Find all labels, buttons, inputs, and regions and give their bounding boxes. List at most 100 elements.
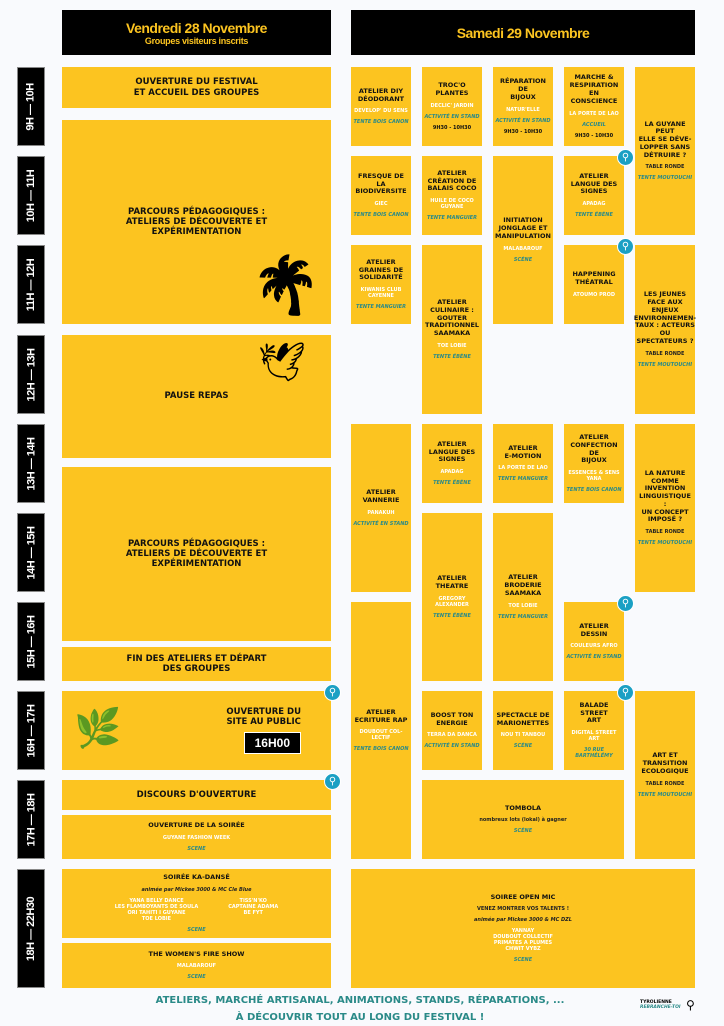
event-title: RÉPARATION DE BIJOUX	[500, 77, 546, 101]
footer-line-2: À DÉCOUVRIR TOUT AU LONG DU FESTIVAL !	[235, 1012, 485, 1023]
time-slot: 9H — 10H	[17, 67, 45, 146]
event-title: ATELIER ECRITURE RAP	[354, 707, 408, 724]
event-organizer: ATOUMO PROD	[572, 291, 616, 298]
event-organizer: MALABAROUF	[503, 245, 543, 252]
event-title: ATELIER BRODERIE SAAMAKA	[504, 573, 542, 597]
event-block[interactable]: PARCOURS PÉDAGOGIQUES : ATELIERS DE DÉCO…	[62, 120, 331, 324]
event-time: 9H30 - 10H30	[503, 128, 543, 135]
event-organizer: DEVELOP' DU SENS	[354, 108, 408, 115]
event-title: BOOST TON ENERGIE	[430, 710, 474, 727]
event-block[interactable]: OUVERTURE DU FESTIVAL ET ACCUEIL DES GRO…	[62, 67, 331, 108]
event-organizer: HUILE DE COCO GUYANE	[430, 198, 474, 211]
event-organizer: DOUBOUT COL- LECTIF	[359, 729, 403, 742]
event-block[interactable]: ATELIER LANGUE DES SIGNES APADAG TENTE ÉBÈ…	[564, 156, 624, 235]
event-organizer: DIGITAL STREET ART	[571, 730, 617, 743]
event-title: ATELIER CRÉATION DE BALAIS COCO	[427, 168, 477, 193]
event-block[interactable]: ATELIER CONFECTION DE BIJOUX ESSENCES & S…	[564, 424, 624, 503]
event-block[interactable]: ATELIER BRODERIE SAAMAKA TOE LOBIE TENTE M…	[493, 513, 553, 681]
event-block[interactable]: INITIATION JONGLAGE ET MANIPULATION MALAB…	[493, 156, 553, 324]
event-block[interactable]: HAPPENING THÉATRAL ATOUMO PROD	[564, 245, 624, 324]
event-organizer: LA PORTE DE LAO	[498, 465, 548, 472]
event-title: HAPPENING THÉATRAL	[572, 270, 616, 286]
tyrolienne-legend: TYROLIENNE REBRANCHE-TOI ⚲	[640, 998, 695, 1012]
event-title: INITIATION JONGLAGE ET MANIPULATION	[495, 216, 551, 240]
event-block[interactable]: SPECTACLE DE MARIONETTES NOU TI TANBOU SCÈ…	[493, 691, 553, 770]
event-title: TROC'O PLANTES	[435, 81, 469, 97]
event-block[interactable]: RÉPARATION DE BIJOUX NATUR'ELLE ACTIVITÉ E…	[493, 67, 553, 146]
event-block[interactable]: LA GUYANE PEUT ELLE SE DÉVE- LOPPER SANS…	[635, 67, 695, 235]
event-organizer: YANNAY DOUBOUT COLLECTIF PRIMATES A PLUM…	[493, 928, 553, 953]
palm-plant-icon: 🌴	[251, 253, 321, 318]
legend-title: TYROLIENNE	[640, 1000, 672, 1005]
event-block[interactable]: OUVERTURE DE LA SOIRÉE GUYANE FASHION WEE…	[62, 815, 331, 859]
event-block[interactable]: ATELIER GRAINES DE SOLIDARITÉ KIWANIS CLU…	[351, 245, 411, 324]
event-time: 9H30 - 10H30	[574, 132, 614, 139]
zipline-icon: ⚲	[617, 149, 634, 166]
event-organizer: TERRA DA DANCA	[427, 732, 477, 739]
event-title: SPECTACLE DE MARIONETTES	[496, 710, 550, 727]
event-title: TOMBOLA	[504, 803, 542, 812]
event-type: TABLE RONDE	[645, 350, 685, 357]
event-organizer: MALABAROUF	[176, 963, 217, 970]
event-block[interactable]: PAUSE REPAS 🕊	[62, 335, 331, 458]
event-type: nombreux lots (lokal) à gagner	[479, 817, 567, 824]
event-block[interactable]: BOOST TON ENERGIE TERRA DA DANCA ACTIVITÉ …	[422, 691, 482, 770]
event-title: PAUSE REPAS	[164, 391, 229, 402]
event-block[interactable]: BALADE STREET ART DIGITAL STREET ART 30 RU…	[564, 691, 624, 770]
event-block[interactable]: SOIREE OPEN MIC VENEZ MONTRER VOS TALENTS…	[351, 869, 695, 988]
event-block[interactable]: ATELIER CULINAIRE : GOUTER TRADITIONNEL …	[422, 245, 482, 414]
time-label: 12H — 13H	[25, 348, 38, 401]
event-block[interactable]: TROC'O PLANTES DECLIC' JARDIN ACTIVITÉ EN …	[422, 67, 482, 146]
event-block[interactable]: PARCOURS PÉDAGOGIQUES : ATELIERS DE DÉCO…	[62, 467, 331, 641]
friday-title: Vendredi 28 Novembre	[126, 19, 267, 36]
event-location: TENTE BOIS CANON	[353, 746, 409, 753]
event-title: ATELIER LANGUE DES SIGNES	[428, 439, 476, 464]
event-location: TENTE ÉBÈNE	[433, 612, 471, 619]
event-block[interactable]: LES JEUNES FACE AUX ENJEUX ENVIRONNEMEN-…	[634, 245, 696, 414]
event-location: 30 RUE BARTHÉLÉMY	[575, 747, 613, 760]
event-block[interactable]: LA NATURE COMME INVENTION LINGUISTIQUE :…	[635, 424, 695, 592]
event-block[interactable]: ATELIER CRÉATION DE BALAIS COCO HUILE DE …	[422, 156, 482, 235]
event-organizer: NOU TI TANBOU	[500, 732, 546, 739]
event-location: TENTE MOUTOUCHI	[637, 791, 693, 798]
time-label: 16H — 17H	[25, 704, 38, 757]
event-title: FRESQUE DE LA BIODIVERSITE	[355, 171, 407, 196]
event-block[interactable]: DISCOURS D'OUVERTURE	[62, 780, 331, 810]
event-location: ACTIVITÉ EN STAND	[424, 743, 480, 750]
event-organizer: PANAKUH	[367, 509, 395, 516]
event-block[interactable]: ATELIER DESSIN COULEURS AFRO ACTIVITÉ EN S…	[564, 602, 624, 681]
event-location: TENTE ÉBÈNE	[433, 480, 471, 487]
event-title: MARCHE & RESPIRATION EN CONSCIENCE	[569, 73, 619, 105]
time-slot: 12H — 13H	[17, 335, 45, 414]
event-location: ACTIVITÉ EN STAND	[424, 113, 480, 120]
event-title: ART ET TRANSITION ECOLOGIQUE	[641, 751, 689, 775]
event-title: ATELIER LANGUE DES SIGNES	[570, 171, 618, 196]
event-block[interactable]: ATELIER ECRITURE RAP DOUBOUT COL- LECTIF T…	[351, 602, 411, 859]
event-block[interactable]: FRESQUE DE LA BIODIVERSITE GIEC TENTE BOIS…	[351, 156, 411, 235]
event-block[interactable]: MARCHE & RESPIRATION EN CONSCIENCE LA POR…	[564, 67, 624, 146]
event-location: SCENE	[187, 845, 206, 852]
event-block[interactable]: ATELIER VANNERIE PANAKUH ACTIVITÉ EN STAND	[351, 424, 411, 592]
event-block[interactable]: SOIRÉE KA-DANSÉ animée par Mickee 3000 & …	[62, 869, 331, 938]
event-block[interactable]: ATELIER E-MOTION LA PORTE DE LAO TENTE MAN…	[493, 424, 553, 503]
event-location: ACTIVITÉ EN STAND	[566, 654, 622, 661]
event-block[interactable]: ATELIER THEATRE GREGORY ALEXANDER TENTE ÉB…	[422, 513, 482, 681]
event-block[interactable]: ART ET TRANSITION ECOLOGIQUE TABLE RONDE T…	[635, 691, 695, 859]
friday-header: Vendredi 28 Novembre Groupes visiteurs i…	[62, 10, 331, 55]
event-block[interactable]: ATELIER DIY DÉODORANT DEVELOP' DU SENS TEN…	[351, 67, 411, 146]
event-location: TENTE BOIS CANON	[353, 212, 409, 219]
event-organizer: APADAG	[582, 201, 606, 208]
event-block[interactable]: THE WOMEN'S FIRE SHOW MALABAROUF SCENE	[62, 943, 331, 988]
event-type: VENEZ MONTRER VOS TALENTS !	[476, 906, 569, 913]
event-title: PARCOURS PÉDAGOGIQUES : ATELIERS DE DÉCO…	[125, 538, 268, 570]
event-type: TABLE RONDE	[645, 529, 685, 536]
event-block[interactable]: ATELIER LANGUE DES SIGNES APADAG TENTE ÉBÈ…	[422, 424, 482, 503]
zipline-icon: ⚲	[617, 238, 634, 255]
event-location: ACTIVITÉ EN STAND	[495, 117, 551, 124]
event-title: ATELIER GRAINES DE SOLIDARITÉ	[358, 257, 404, 282]
event-organizer: KIWANIS CLUB CAYENNE	[360, 287, 402, 300]
event-block[interactable]: OUVERTURE DU SITE AU PUBLIC 16H00 🌿	[62, 691, 331, 770]
event-block[interactable]: TOMBOLA nombreux lots (lokal) à gagner SCÈ…	[422, 780, 624, 859]
friday-subtitle: Groupes visiteurs inscrits	[144, 35, 249, 46]
event-block[interactable]: FIN DES ATELIERS ET DÉPART DES GROUPES	[62, 647, 331, 681]
